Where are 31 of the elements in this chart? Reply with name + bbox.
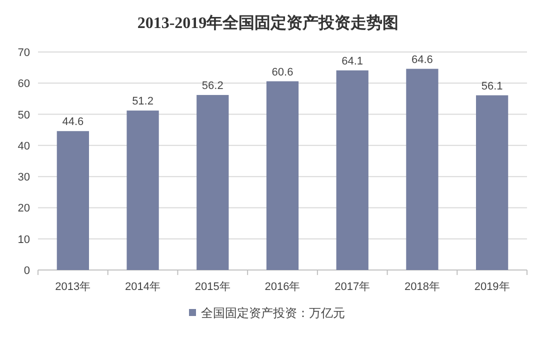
y-tick-label: 10 xyxy=(18,234,30,246)
bar xyxy=(126,110,159,270)
x-tick-label: 2018年 xyxy=(404,281,440,293)
x-tick-label: 2019年 xyxy=(474,281,510,293)
x-tick-label: 2013年 xyxy=(55,281,91,293)
y-tick-label: 30 xyxy=(18,172,30,184)
data-label: 44.6 xyxy=(62,116,84,128)
data-label: 56.2 xyxy=(202,80,224,92)
y-tick-label: 60 xyxy=(18,78,30,90)
bar xyxy=(406,68,438,270)
y-tick-label: 0 xyxy=(24,265,30,277)
bar xyxy=(266,81,299,270)
data-label: 60.6 xyxy=(272,66,294,78)
bar xyxy=(56,131,89,270)
x-tick-label: 2014年 xyxy=(125,281,161,293)
x-tick-label: 2016年 xyxy=(264,281,300,293)
bar xyxy=(196,94,229,270)
data-label: 64.6 xyxy=(412,54,433,66)
legend-label: 全国固定资产投资：万亿元 xyxy=(201,306,345,320)
y-tick-label: 20 xyxy=(18,202,30,215)
y-tick-label: 40 xyxy=(18,140,30,152)
x-tick-label: 2015年 xyxy=(194,281,230,293)
chart-title: 2013-2019年全国固定资产投资走势图 xyxy=(137,14,399,32)
bar xyxy=(336,70,368,270)
y-tick-label: 70 xyxy=(18,47,30,59)
data-label: 51.2 xyxy=(132,96,154,108)
x-tick-label: 2017年 xyxy=(334,281,370,293)
y-tick-label: 50 xyxy=(18,109,30,122)
data-label: 64.1 xyxy=(342,55,364,68)
bar xyxy=(476,95,508,270)
data-label: 56.1 xyxy=(481,80,503,92)
